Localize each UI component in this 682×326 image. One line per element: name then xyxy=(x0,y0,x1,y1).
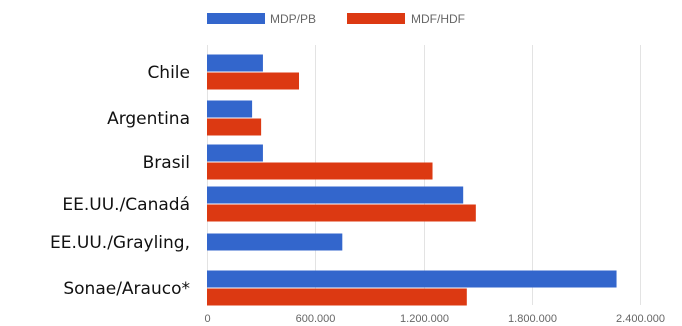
legend-swatch xyxy=(347,13,405,24)
x-tick-label: 1.200.000 xyxy=(400,313,449,325)
category-label: Sonae/Arauco* xyxy=(63,279,190,299)
legend-swatch xyxy=(207,13,265,24)
legend: MDP/PB MDF/HDF xyxy=(207,12,465,26)
bar xyxy=(207,270,617,288)
category-labels: Chile Argentina Brasil EE.UU./Canadá EE.UU./… xyxy=(50,63,190,299)
x-tick-label: 1.800.000 xyxy=(508,313,557,325)
bar xyxy=(207,288,467,306)
bar xyxy=(207,144,263,162)
bars xyxy=(207,54,617,306)
x-tick-label: 600.000 xyxy=(296,313,336,325)
category-label: Chile xyxy=(147,63,190,83)
bar xyxy=(207,118,262,136)
x-axis-ticks: 0 600.000 1.200.000 1.800.000 2.400.000 xyxy=(204,313,665,325)
category-label: EE.UU./Grayling, xyxy=(50,233,190,253)
bar xyxy=(207,162,433,180)
bar xyxy=(207,233,343,251)
legend-label: MDF/HDF xyxy=(411,12,465,26)
bar xyxy=(207,54,263,72)
category-label: Brasil xyxy=(143,153,190,173)
category-label: Argentina xyxy=(107,109,190,129)
x-tick-label: 0 xyxy=(204,313,210,325)
bar xyxy=(207,72,300,90)
bar xyxy=(207,100,253,118)
bar xyxy=(207,186,464,204)
bar xyxy=(207,204,476,222)
category-label: EE.UU./Canadá xyxy=(62,195,190,215)
legend-label: MDP/PB xyxy=(270,12,316,26)
x-tick-label: 2.400.000 xyxy=(616,313,665,325)
